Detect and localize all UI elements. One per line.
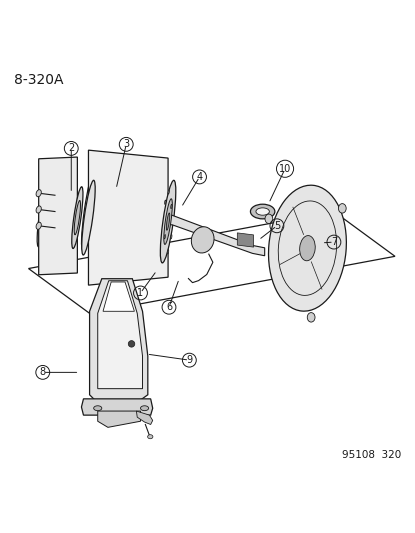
Ellipse shape (339, 204, 346, 213)
Ellipse shape (250, 204, 275, 219)
Polygon shape (90, 279, 148, 411)
Ellipse shape (36, 222, 42, 229)
Text: 8: 8 (40, 367, 46, 377)
Text: 3: 3 (123, 139, 129, 149)
Text: 6: 6 (166, 302, 172, 312)
Polygon shape (98, 411, 141, 427)
Text: 1: 1 (137, 288, 144, 298)
Text: 2: 2 (68, 143, 74, 154)
Polygon shape (88, 150, 168, 285)
Text: 10: 10 (279, 164, 291, 174)
Polygon shape (81, 399, 153, 415)
Ellipse shape (160, 180, 176, 263)
Ellipse shape (166, 213, 170, 230)
Text: 95108  320: 95108 320 (342, 450, 401, 460)
Ellipse shape (36, 190, 42, 197)
Text: 8-320A: 8-320A (14, 73, 64, 87)
Ellipse shape (168, 190, 169, 194)
Ellipse shape (265, 214, 273, 223)
Ellipse shape (256, 208, 269, 215)
Text: 9: 9 (186, 355, 193, 365)
Ellipse shape (307, 313, 315, 322)
Ellipse shape (37, 185, 48, 247)
Text: 7: 7 (331, 237, 337, 247)
Ellipse shape (269, 185, 347, 311)
Text: 4: 4 (196, 172, 203, 182)
Polygon shape (168, 215, 265, 256)
Ellipse shape (36, 206, 42, 213)
Text: 5: 5 (274, 221, 280, 231)
Polygon shape (98, 281, 142, 389)
Polygon shape (103, 282, 134, 311)
Ellipse shape (167, 249, 169, 254)
Ellipse shape (148, 435, 153, 439)
Ellipse shape (191, 227, 214, 253)
Ellipse shape (165, 200, 166, 204)
Ellipse shape (300, 236, 315, 261)
Ellipse shape (141, 406, 149, 410)
Polygon shape (237, 233, 254, 247)
Circle shape (128, 341, 135, 347)
Polygon shape (39, 157, 77, 274)
Ellipse shape (94, 406, 102, 410)
Ellipse shape (74, 200, 81, 235)
Ellipse shape (82, 180, 95, 255)
Ellipse shape (171, 235, 172, 239)
Ellipse shape (171, 204, 172, 209)
Polygon shape (137, 411, 153, 424)
Ellipse shape (72, 187, 83, 248)
Ellipse shape (164, 235, 166, 239)
Ellipse shape (81, 172, 95, 251)
Ellipse shape (164, 199, 172, 245)
